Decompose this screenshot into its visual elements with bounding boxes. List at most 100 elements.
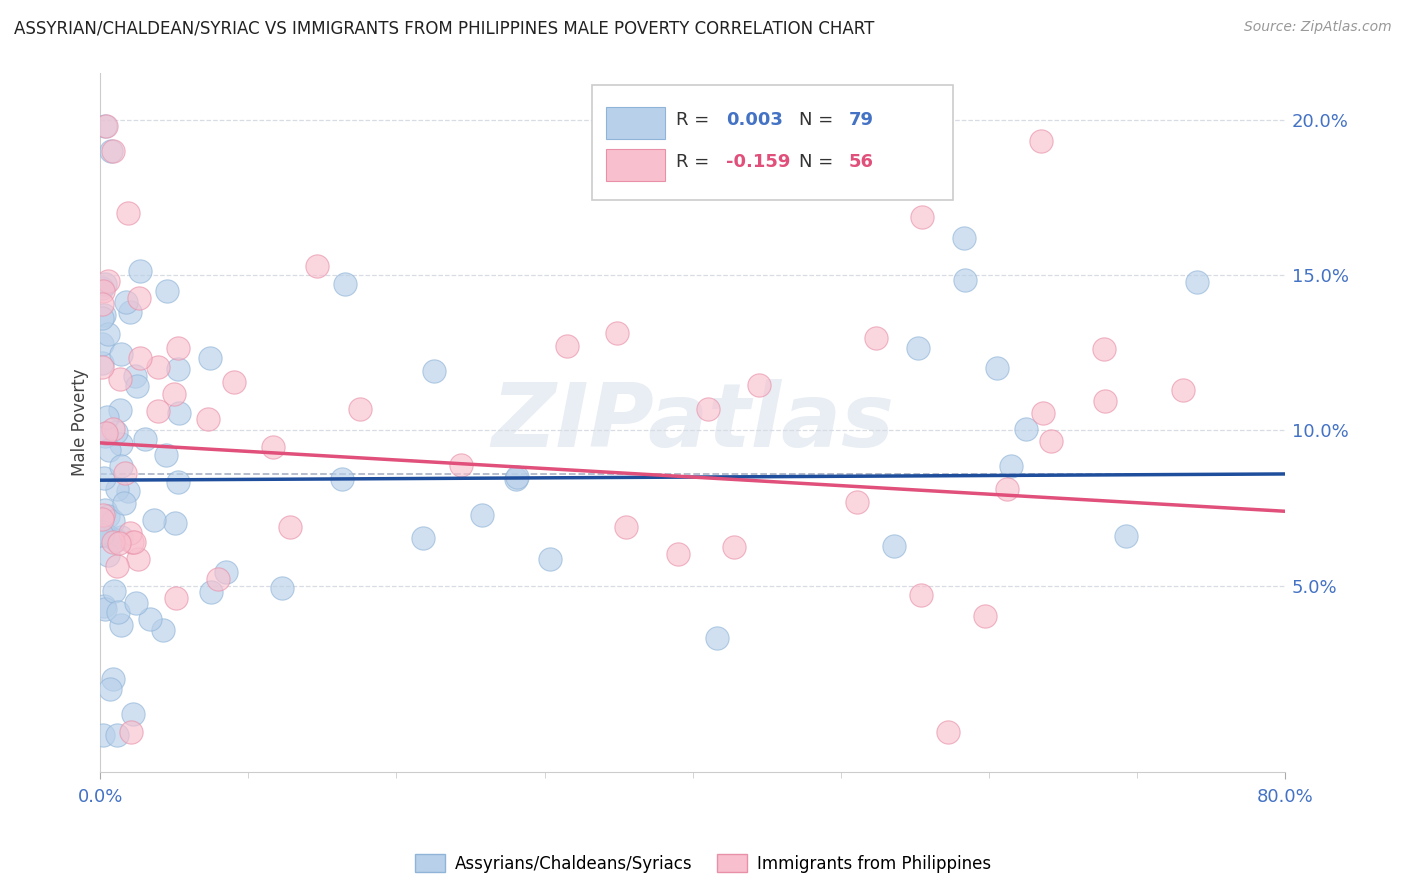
Point [110, 618, 132, 632]
Point [97, 327, 120, 342]
Text: R =: R = [676, 153, 716, 170]
Point [105, 482, 128, 496]
Point [110, 347, 132, 361]
Point [97, 274, 120, 288]
Point [101, 672, 124, 686]
Point [96, 409, 118, 424]
Point [100, 682, 122, 697]
Point [952, 231, 974, 245]
Point [156, 284, 179, 298]
Point [110, 372, 132, 386]
Point [124, 369, 146, 384]
Point [103, 583, 125, 598]
Text: -0.159: -0.159 [725, 153, 790, 170]
Point [91, 508, 114, 523]
Point [197, 412, 219, 426]
Point [953, 273, 976, 287]
Point [97, 529, 120, 543]
Point [125, 596, 148, 610]
Point [91, 524, 114, 539]
Point [865, 331, 887, 345]
Point [1032, 406, 1054, 420]
Point [911, 210, 934, 224]
Point [103, 144, 125, 158]
Point [538, 551, 561, 566]
Point [207, 572, 229, 586]
Point [101, 422, 124, 436]
Point [349, 402, 371, 417]
Text: ZIPatlas: ZIPatlas [491, 379, 894, 467]
Point [110, 403, 132, 417]
Point [105, 533, 128, 547]
Point [93, 429, 115, 443]
Point [122, 535, 145, 549]
Point [117, 206, 139, 220]
Point [103, 534, 125, 549]
Point [200, 585, 222, 599]
Point [94, 425, 117, 440]
Point [278, 520, 301, 534]
FancyBboxPatch shape [592, 85, 953, 201]
Point [90, 528, 112, 542]
Point [412, 531, 434, 545]
Point [91, 359, 114, 374]
Point [938, 725, 960, 739]
Point [1173, 384, 1195, 398]
Point [94, 503, 117, 517]
Point [614, 520, 637, 534]
Point [222, 375, 245, 389]
Point [90, 281, 112, 295]
Text: Source: ZipAtlas.com: Source: ZipAtlas.com [1244, 20, 1392, 34]
Point [846, 495, 869, 509]
Point [114, 496, 136, 510]
Point [910, 588, 932, 602]
Point [107, 605, 129, 619]
Point [134, 432, 156, 446]
Point [127, 552, 149, 566]
Point [198, 351, 221, 365]
Point [110, 531, 132, 545]
Point [748, 378, 770, 392]
Point [262, 440, 284, 454]
Point [1185, 275, 1208, 289]
Point [94, 119, 117, 133]
Point [93, 599, 115, 613]
Point [93, 308, 115, 322]
Point [706, 632, 728, 646]
Point [214, 565, 236, 579]
Point [146, 359, 169, 374]
Point [128, 351, 150, 365]
Point [1000, 458, 1022, 473]
Point [167, 475, 190, 490]
Point [555, 338, 578, 352]
Point [986, 361, 1008, 376]
Point [696, 401, 718, 416]
Point [90, 356, 112, 370]
Point [666, 547, 689, 561]
Point [167, 406, 190, 420]
Point [163, 386, 186, 401]
Y-axis label: Male Poverty: Male Poverty [72, 369, 89, 476]
Point [94, 425, 117, 440]
FancyBboxPatch shape [606, 149, 665, 181]
Point [723, 541, 745, 555]
Point [120, 725, 142, 739]
Point [110, 437, 132, 451]
Point [139, 612, 162, 626]
Point [883, 539, 905, 553]
Point [105, 559, 128, 574]
Point [105, 728, 128, 742]
Point [90, 311, 112, 326]
Point [146, 404, 169, 418]
Text: 0.003: 0.003 [725, 111, 783, 128]
Point [505, 473, 527, 487]
Point [995, 482, 1018, 496]
Text: N =: N = [799, 111, 839, 128]
Point [108, 536, 131, 550]
Point [90, 297, 112, 311]
Point [97, 509, 120, 524]
Text: 56: 56 [849, 153, 875, 170]
Point [152, 623, 174, 637]
Point [90, 337, 112, 351]
Point [93, 470, 115, 484]
